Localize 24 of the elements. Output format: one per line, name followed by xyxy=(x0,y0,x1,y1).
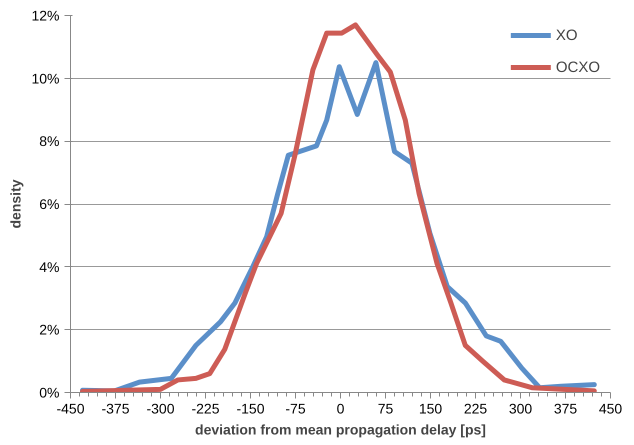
x-tick-label: 0 xyxy=(336,400,345,416)
x-tick-label: 450 xyxy=(598,400,622,416)
x-tick-label: -450 xyxy=(56,400,85,416)
x-tick-label: -225 xyxy=(191,400,220,416)
y-tick-label: 12% xyxy=(31,8,60,24)
y-tick-label: 4% xyxy=(39,258,60,275)
x-tick-label: -375 xyxy=(101,400,130,416)
x-tick-label: -150 xyxy=(236,400,265,416)
y-tick-label: 2% xyxy=(39,322,60,338)
y-axis-title: density xyxy=(7,179,24,229)
x-tick-label: 75 xyxy=(378,400,394,416)
x-tick-label: 225 xyxy=(464,400,488,416)
y-tick-label: 6% xyxy=(39,196,60,212)
x-tick-label: -75 xyxy=(285,400,306,416)
y-tick-label: 0% xyxy=(39,384,60,400)
legend-label: XO xyxy=(556,26,578,44)
x-tick-label: 375 xyxy=(554,400,578,416)
y-tick-label: 8% xyxy=(39,133,60,150)
y-tick-label: 10% xyxy=(31,70,60,86)
x-axis-title: deviation from mean propagation delay [ps] xyxy=(195,422,486,438)
x-tick-label: 150 xyxy=(418,400,442,416)
x-tick-label: -300 xyxy=(146,400,175,416)
x-tick-label: 300 xyxy=(508,400,532,416)
legend-label: OCXO xyxy=(556,58,600,76)
